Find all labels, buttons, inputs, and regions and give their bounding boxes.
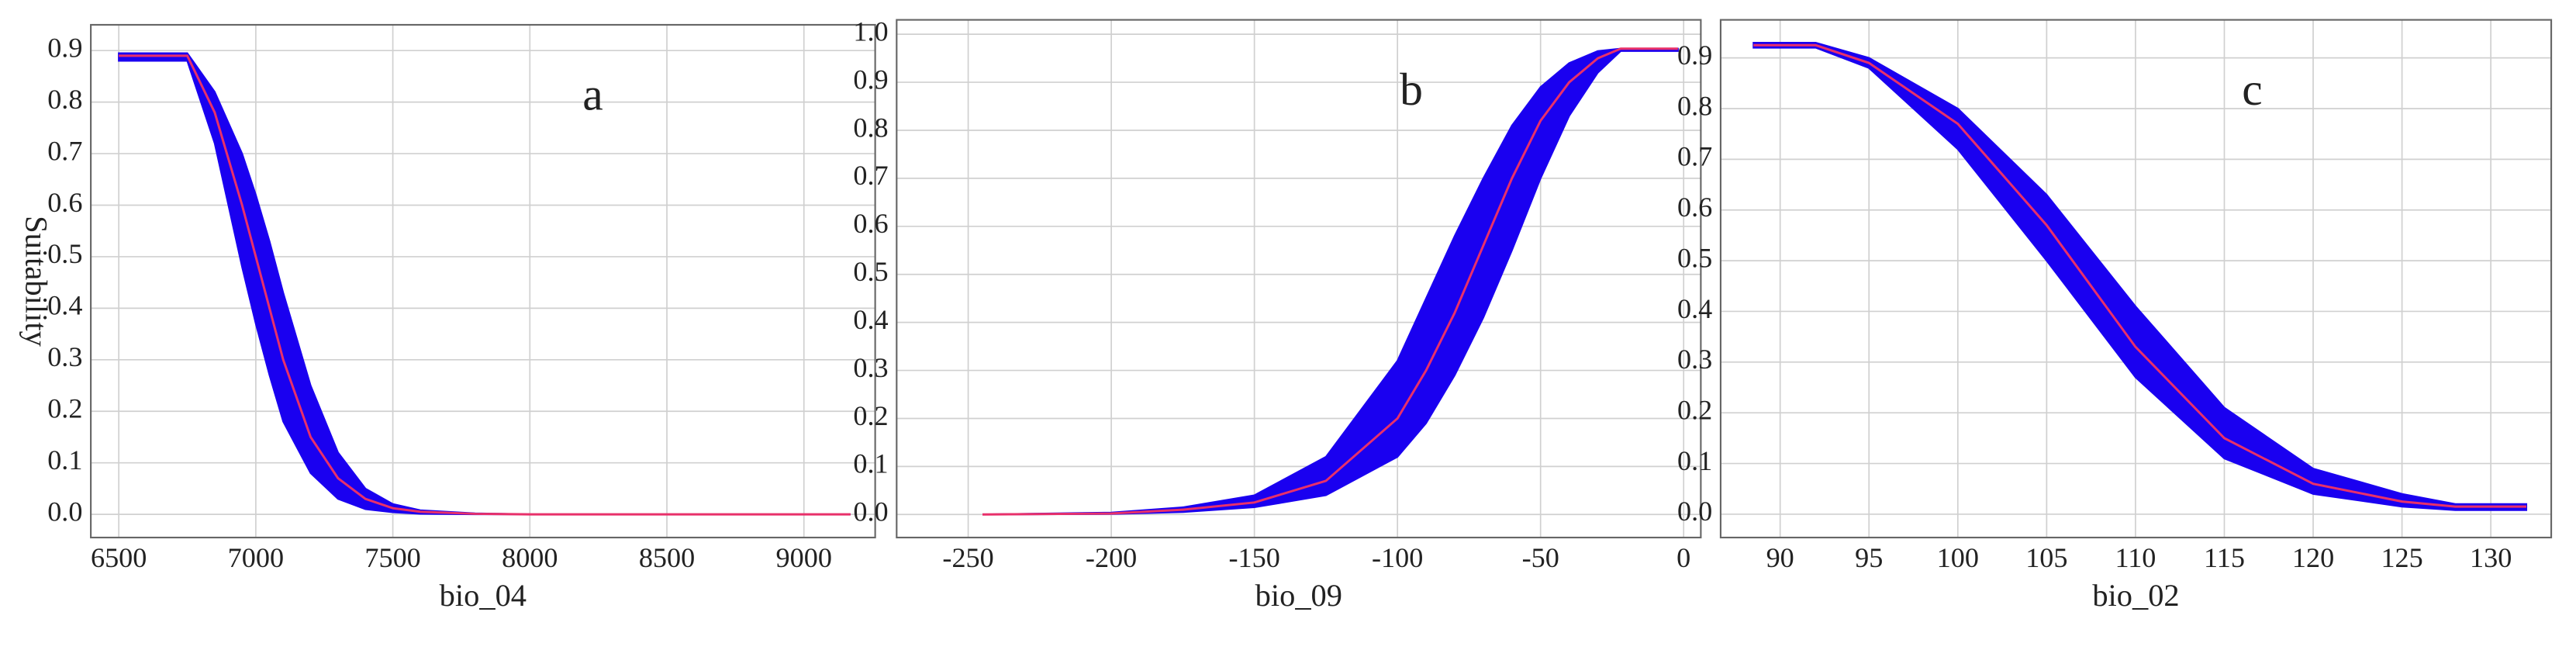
plot-frame [1719, 19, 2553, 539]
panel-label: a [582, 69, 603, 120]
y-tick-label: 0.7 [1677, 141, 1712, 172]
panel-label: c [2242, 64, 2262, 115]
x-tick-label: 0 [1676, 542, 1690, 573]
confidence-band [118, 52, 851, 516]
plot-frame [90, 23, 876, 539]
plot-frame [896, 19, 1702, 539]
mean-line [982, 47, 1678, 516]
y-tick-label: 0.9 [47, 32, 82, 63]
y-tick-label: 0.6 [853, 208, 888, 239]
x-tick-label: 7500 [364, 542, 420, 573]
x-axis-label: bio_02 [2092, 578, 2179, 613]
y-tick-label: 0.0 [1677, 496, 1712, 527]
y-tick-label: 0.8 [853, 112, 888, 143]
panel-label: b [1400, 64, 1423, 115]
x-tick-label: 90 [1766, 542, 1794, 573]
y-tick-label: 0.3 [1677, 344, 1712, 375]
x-axis-label: bio_09 [1255, 578, 1342, 613]
y-tick-label: 0.5 [853, 256, 888, 287]
y-tick-label: 0.1 [47, 444, 82, 475]
confidence-band [1752, 41, 2528, 511]
y-tick-label: 0.3 [47, 341, 82, 372]
y-tick-label: 0.1 [853, 448, 888, 479]
x-tick-label: -250 [942, 542, 993, 573]
y-tick-label: 1.0 [853, 16, 888, 47]
y-tick-label: 0.2 [1677, 394, 1712, 425]
y-tick-label: 0.5 [47, 238, 82, 269]
x-tick-label: -200 [1086, 542, 1137, 573]
x-tick-label: 7000 [228, 542, 284, 573]
y-tick-label: 0.6 [1677, 192, 1712, 223]
y-tick-label: 0.8 [47, 84, 82, 115]
x-tick-label: 6500 [91, 542, 147, 573]
y-tick-label: 0.7 [853, 160, 888, 191]
y-tick-label: 0.2 [853, 400, 888, 431]
x-tick-label: 105 [2025, 542, 2067, 573]
y-tick-label: 0.9 [1677, 40, 1712, 71]
y-tick-label: 0.9 [853, 64, 888, 95]
mean-line [119, 54, 851, 516]
y-tick-label: 0.2 [47, 393, 82, 424]
x-tick-label: -100 [1372, 542, 1423, 573]
x-tick-label: 95 [1855, 542, 1883, 573]
y-tick-label: 0.7 [47, 135, 82, 166]
confidence-band [982, 47, 1679, 516]
y-tick-label: 0.0 [853, 496, 888, 527]
y-tick-label: 0.0 [47, 496, 82, 527]
y-axis-label: Suitability [19, 216, 54, 347]
x-tick-label: 120 [2292, 542, 2334, 573]
y-tick-label: 0.3 [853, 352, 888, 383]
x-axis-label: bio_04 [440, 578, 527, 613]
y-tick-label: 0.6 [47, 187, 82, 218]
x-tick-label: 9000 [776, 542, 832, 573]
x-tick-label: 8500 [639, 542, 695, 573]
y-tick-label: 0.4 [853, 304, 888, 335]
x-tick-label: 125 [2381, 542, 2422, 573]
y-tick-label: 0.5 [1677, 242, 1712, 273]
x-tick-label: -150 [1228, 542, 1279, 573]
x-tick-label: 130 [2470, 542, 2512, 573]
x-tick-label: 8000 [502, 542, 558, 573]
y-tick-label: 0.4 [47, 290, 82, 321]
x-tick-label: 110 [2115, 542, 2156, 573]
y-tick-label: 0.1 [1677, 445, 1712, 476]
x-tick-label: -50 [1522, 542, 1559, 573]
x-tick-label: 100 [1937, 542, 1979, 573]
y-tick-label: 0.4 [1677, 293, 1712, 324]
mean-line [1753, 43, 2526, 508]
x-tick-label: 115 [2204, 542, 2245, 573]
y-tick-label: 0.8 [1677, 90, 1712, 121]
